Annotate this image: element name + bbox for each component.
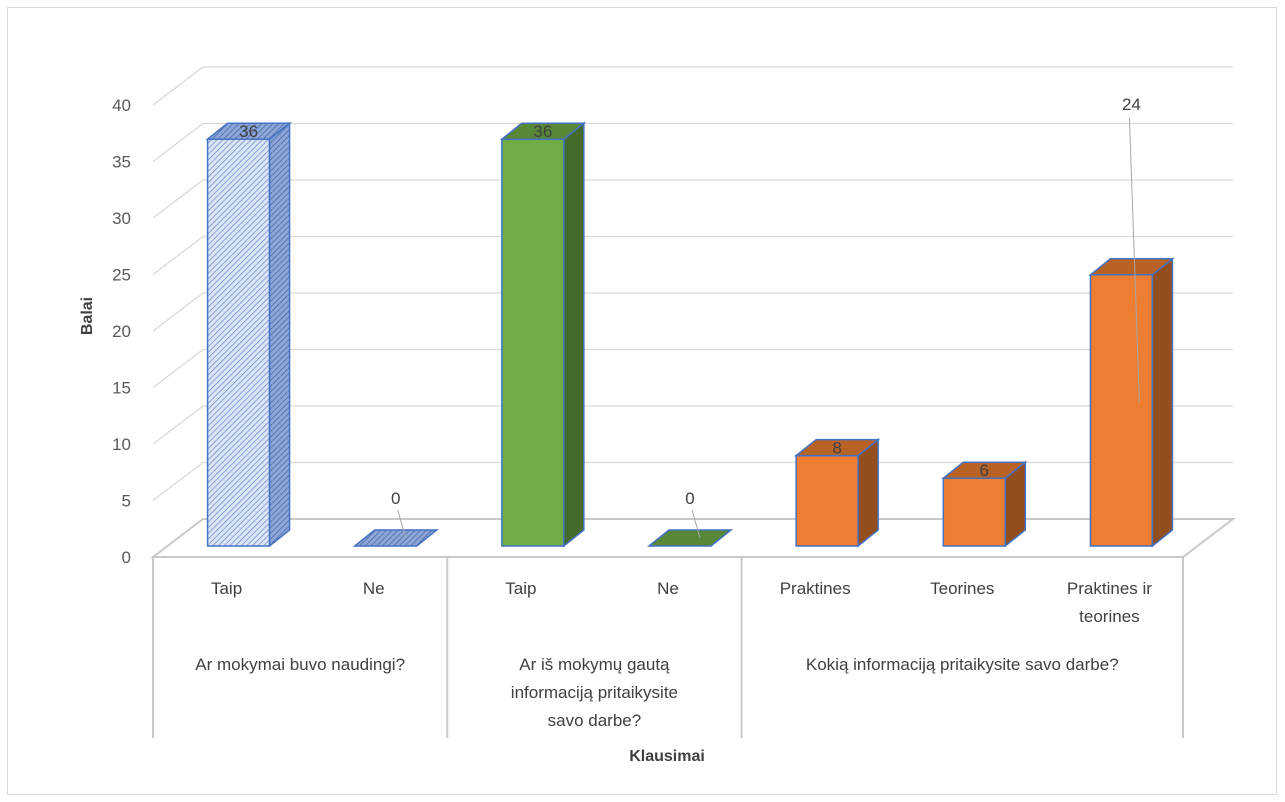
bar-top bbox=[646, 529, 734, 547]
y-tick-label: 30 bbox=[112, 209, 131, 228]
y-tick-label: 10 bbox=[112, 435, 131, 454]
category-label: teorines bbox=[1079, 607, 1139, 626]
data-label: 6 bbox=[980, 461, 989, 480]
y-tick-label: 40 bbox=[112, 96, 131, 115]
gridline-side bbox=[152, 179, 204, 219]
data-label: 36 bbox=[533, 122, 552, 141]
bar-top bbox=[794, 438, 881, 457]
category-axis: Taip Ne Taip Ne Praktines Teorines Praktines i… bbox=[152, 557, 1184, 738]
bar-front bbox=[795, 454, 859, 547]
bar-top bbox=[205, 122, 292, 140]
gridline-side bbox=[152, 122, 204, 163]
category-label: Ne bbox=[363, 579, 385, 598]
y-axis-title: Balai bbox=[79, 297, 96, 335]
gridline-side bbox=[152, 461, 204, 502]
group-label: savo darbe? bbox=[548, 711, 642, 730]
gridline-side bbox=[152, 235, 204, 276]
category-label: Teorines bbox=[930, 579, 994, 598]
gridline-side bbox=[152, 66, 204, 106]
bar-side bbox=[563, 121, 585, 548]
data-label: 8 bbox=[832, 439, 841, 458]
leader-line bbox=[691, 509, 701, 539]
y-tick-label: 20 bbox=[112, 322, 131, 341]
bar-side bbox=[268, 121, 291, 548]
leader-line bbox=[1128, 117, 1140, 404]
data-label: 36 bbox=[239, 122, 258, 141]
bar-front bbox=[501, 138, 565, 547]
bar-top bbox=[1088, 258, 1175, 276]
bar-front bbox=[942, 477, 1007, 547]
category-label: Praktines ir bbox=[1067, 579, 1152, 598]
data-label: 0 bbox=[685, 489, 694, 508]
data-labels: 36 0 36 0 8 6 24 bbox=[239, 95, 1141, 539]
group-label: Ar mokymai buvo naudingi? bbox=[195, 655, 405, 674]
bar-front bbox=[206, 138, 271, 547]
data-label: 24 bbox=[1122, 95, 1141, 114]
group-label: informaciją pritaikysite bbox=[511, 683, 678, 702]
y-tick-label: 15 bbox=[112, 379, 131, 398]
y-axis: 0 5 10 15 20 25 30 35 40 bbox=[112, 96, 131, 567]
category-label: Praktines bbox=[780, 579, 851, 598]
bar-front bbox=[1089, 274, 1154, 547]
group-label: Kokią informaciją pritaikysite savo darb… bbox=[806, 655, 1119, 674]
gridline-side bbox=[152, 348, 204, 389]
bars bbox=[205, 121, 1175, 548]
floor-outline bbox=[150, 518, 1236, 558]
bar-side bbox=[857, 438, 879, 548]
gridline-side bbox=[152, 292, 204, 332]
gridline-side bbox=[152, 405, 204, 445]
bar-top bbox=[499, 122, 586, 140]
y-tick-label: 5 bbox=[122, 492, 131, 511]
category-label: Taip bbox=[211, 579, 242, 598]
category-label: Ne bbox=[657, 579, 679, 598]
bar-top bbox=[941, 461, 1028, 479]
x-axis-title: Klausimai bbox=[629, 748, 705, 765]
group-label: Ar iš mokymų gautą bbox=[519, 655, 670, 674]
bar-side bbox=[1151, 257, 1174, 548]
y-tick-label: 25 bbox=[112, 266, 131, 285]
gridlines bbox=[152, 66, 1233, 502]
chart-floor bbox=[150, 518, 1236, 558]
y-tick-label: 0 bbox=[122, 548, 131, 567]
bar-top bbox=[352, 529, 439, 547]
category-label: Taip bbox=[505, 579, 536, 598]
y-tick-label: 35 bbox=[112, 153, 131, 172]
data-label: 0 bbox=[391, 489, 400, 508]
leader-line bbox=[397, 509, 407, 539]
